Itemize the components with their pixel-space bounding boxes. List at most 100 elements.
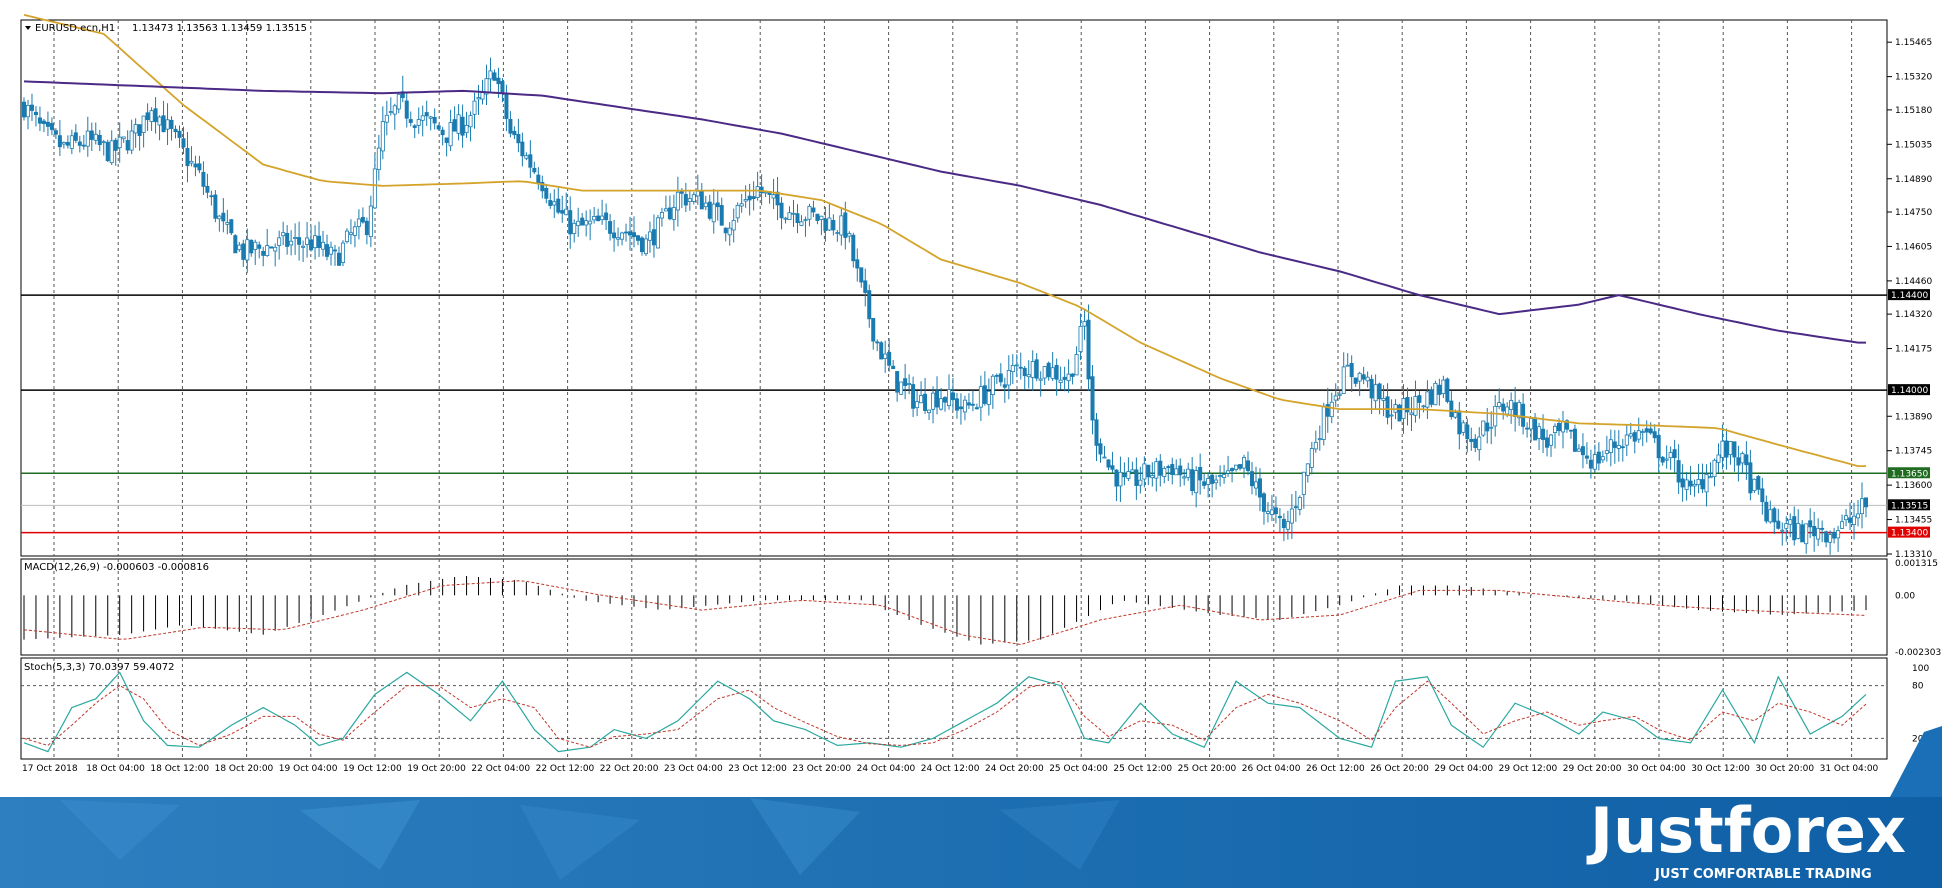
candle-body	[1692, 483, 1697, 487]
candle-body	[691, 194, 696, 202]
candle-body	[1553, 425, 1558, 433]
candle-body	[1118, 471, 1123, 487]
candle-body	[1078, 325, 1083, 352]
candle-body	[1620, 446, 1625, 449]
candle-body	[628, 231, 633, 236]
candle-body	[109, 140, 114, 164]
candle-body	[548, 200, 553, 206]
candle-body	[1445, 378, 1450, 402]
candle-body	[1680, 478, 1685, 488]
candle-body	[1537, 426, 1542, 439]
price-panel	[20, 19, 1888, 557]
candle-body	[1242, 456, 1247, 469]
candle-body	[751, 196, 756, 200]
candle-body	[1860, 498, 1865, 515]
candle-body	[954, 398, 959, 411]
brand-banner: Justforex JUST COMFORTABLE TRADING	[0, 726, 1942, 888]
candle-body	[588, 220, 593, 225]
candle-body	[560, 210, 565, 214]
candle-body	[1218, 475, 1223, 477]
y-tick-label: 1.13600	[1895, 481, 1932, 491]
symbol-dropdown-icon[interactable]	[25, 26, 31, 30]
candle-body	[157, 116, 162, 126]
candle-body	[939, 398, 944, 410]
candle-body	[313, 235, 318, 249]
candle-body	[253, 241, 258, 250]
candle-body	[500, 81, 505, 94]
candle-body	[1102, 456, 1107, 459]
x-tick-label: 24 Oct 12:00	[921, 764, 980, 774]
candle-body	[803, 219, 808, 222]
candle-body	[1708, 476, 1713, 479]
candle-body	[1190, 469, 1195, 492]
candle-body	[1844, 515, 1849, 521]
candle-body	[1497, 402, 1502, 407]
candle-body	[277, 237, 282, 246]
candle-body	[1281, 518, 1286, 529]
candle-body	[1214, 479, 1219, 484]
candle-body	[97, 134, 102, 146]
candle-body	[1353, 377, 1358, 384]
candle-body	[380, 121, 385, 152]
candle-body	[1800, 524, 1805, 543]
candle-body	[1644, 428, 1649, 433]
candle-body	[986, 390, 991, 405]
candle-body	[305, 237, 310, 245]
candle-body	[412, 125, 417, 128]
candle-body	[384, 114, 389, 123]
candle-body	[1385, 396, 1390, 418]
candle-body	[129, 130, 134, 151]
y-tick-label: 1.14460	[1895, 277, 1932, 287]
candle-body	[620, 232, 625, 240]
x-tick-label: 22 Oct 04:00	[471, 764, 530, 774]
candle-body	[891, 365, 896, 369]
candle-body	[468, 115, 473, 128]
candle-body	[1014, 364, 1019, 367]
candle-body	[835, 232, 840, 234]
candle-body	[1704, 474, 1709, 493]
candle-body	[261, 250, 266, 256]
candle-body	[1389, 414, 1394, 417]
x-tick-label: 25 Oct 04:00	[1049, 764, 1108, 774]
candle-body	[1038, 378, 1043, 381]
candle-body	[1301, 471, 1306, 495]
candle-body	[1409, 412, 1414, 416]
candle-body	[927, 409, 932, 413]
candle-body	[1373, 384, 1378, 402]
candle-body	[855, 259, 860, 269]
candle-body	[1269, 509, 1274, 515]
candle-body	[907, 383, 912, 385]
candle-body	[1612, 441, 1617, 448]
candle-body	[556, 198, 561, 213]
candle-body	[1608, 439, 1613, 453]
candle-body	[779, 202, 784, 219]
candle-body	[1058, 379, 1063, 383]
candle-body	[923, 393, 928, 411]
candle-body	[596, 215, 601, 222]
candle-body	[659, 211, 664, 219]
candle-body	[1820, 527, 1825, 530]
grid-lines	[53, 20, 1853, 759]
candle-body	[321, 241, 326, 250]
candle-body	[328, 246, 333, 255]
candle-body	[1748, 462, 1753, 494]
candle-body	[1022, 367, 1027, 377]
candle-body	[1377, 383, 1382, 400]
candle-body	[1277, 515, 1282, 519]
candle-body	[990, 375, 995, 395]
candle-body	[1265, 511, 1270, 514]
candle-body	[863, 280, 868, 293]
x-tick-label: 17 Oct 2018	[22, 764, 78, 774]
candle-body	[29, 104, 34, 111]
candle-body	[1234, 464, 1239, 470]
candle-body	[536, 174, 541, 184]
candle-body	[492, 72, 497, 81]
time-axis: 17 Oct 2018 18 Oct 04:00 18 Oct 12:00 18 Oc…	[22, 764, 1879, 774]
candle-body	[1090, 376, 1095, 421]
candle-body	[935, 390, 940, 408]
x-tick-label: 22 Oct 20:00	[600, 764, 659, 774]
candle-body	[1230, 468, 1235, 472]
y-tick-label: 1.13310	[1895, 550, 1932, 560]
candle-body	[827, 217, 832, 231]
